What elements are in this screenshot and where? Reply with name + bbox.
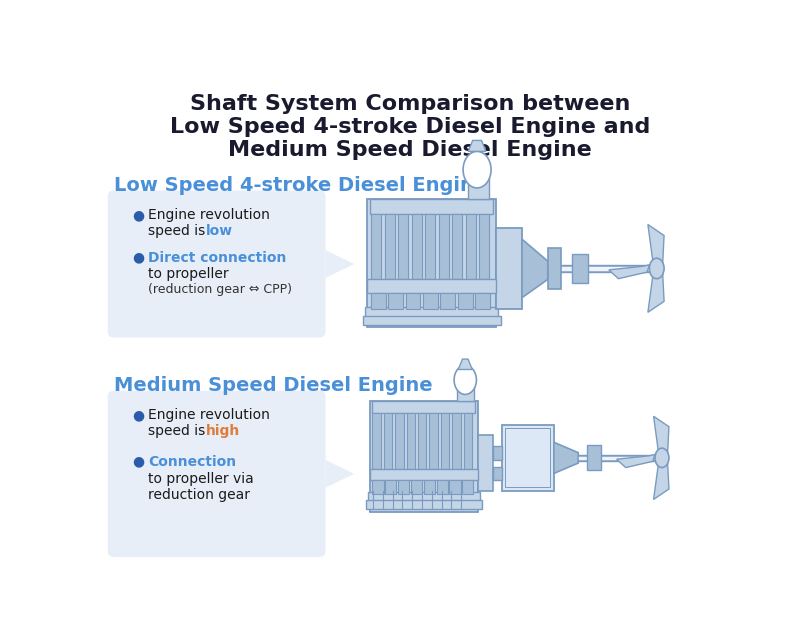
Bar <box>411 480 422 493</box>
Bar <box>479 214 490 279</box>
Bar <box>462 480 474 493</box>
Bar <box>373 413 381 469</box>
Bar <box>373 401 475 413</box>
Text: to propeller via: to propeller via <box>148 471 254 486</box>
Bar <box>368 492 480 502</box>
Bar <box>452 413 461 469</box>
Bar <box>586 446 601 470</box>
Text: speed is: speed is <box>148 223 210 238</box>
Bar <box>367 199 496 327</box>
Bar <box>457 387 474 401</box>
Polygon shape <box>617 455 655 468</box>
Text: (reduction gear ⇔ CPP): (reduction gear ⇔ CPP) <box>148 283 292 296</box>
Ellipse shape <box>655 448 669 468</box>
Polygon shape <box>609 265 650 279</box>
Bar <box>430 413 438 469</box>
Polygon shape <box>554 442 578 473</box>
Bar <box>385 214 395 279</box>
Text: Shaft System Comparison between: Shaft System Comparison between <box>190 94 630 114</box>
Text: Connection: Connection <box>148 455 236 469</box>
Text: ●: ● <box>133 251 145 265</box>
Bar <box>452 214 462 279</box>
Bar <box>496 228 522 308</box>
Bar <box>466 214 476 279</box>
Bar <box>478 435 493 491</box>
Bar <box>370 199 494 214</box>
Bar <box>441 413 450 469</box>
Polygon shape <box>522 239 548 298</box>
Polygon shape <box>326 250 354 278</box>
Bar <box>458 292 473 308</box>
Bar <box>464 413 472 469</box>
Bar <box>493 446 502 460</box>
Bar <box>493 466 502 480</box>
Text: low: low <box>206 223 234 238</box>
Bar <box>411 214 422 279</box>
Bar <box>384 413 392 469</box>
Polygon shape <box>458 359 472 370</box>
Bar <box>367 279 496 292</box>
Bar <box>572 254 588 283</box>
Text: to propeller: to propeller <box>148 267 229 281</box>
Ellipse shape <box>650 258 664 279</box>
Bar <box>548 249 561 289</box>
Bar <box>395 413 404 469</box>
Bar <box>418 413 426 469</box>
FancyBboxPatch shape <box>108 191 326 337</box>
Bar <box>505 428 550 488</box>
Text: speed is: speed is <box>148 424 210 438</box>
Text: Engine revolution: Engine revolution <box>148 208 270 222</box>
Bar <box>561 265 650 272</box>
Bar <box>373 480 384 493</box>
Bar <box>437 480 448 493</box>
Bar <box>468 177 489 199</box>
Bar <box>398 214 408 279</box>
Bar <box>389 292 403 308</box>
Bar <box>363 316 501 325</box>
Polygon shape <box>648 225 664 269</box>
Bar <box>438 214 449 279</box>
Bar <box>561 266 650 270</box>
Bar <box>475 292 490 308</box>
Bar <box>502 425 554 491</box>
Bar <box>423 292 438 308</box>
Text: Medium Speed Diesel Engine: Medium Speed Diesel Engine <box>228 140 592 160</box>
Bar <box>425 214 435 279</box>
Bar <box>406 413 415 469</box>
Bar <box>441 292 455 308</box>
Text: ●: ● <box>133 208 145 222</box>
Bar <box>370 469 478 480</box>
Text: high: high <box>206 424 241 438</box>
Bar <box>366 500 482 509</box>
Bar <box>386 480 397 493</box>
Polygon shape <box>654 416 669 458</box>
Bar <box>424 480 435 493</box>
Bar <box>398 480 410 493</box>
Text: reduction gear: reduction gear <box>148 488 250 502</box>
Text: ●: ● <box>133 408 145 422</box>
Bar <box>578 456 655 460</box>
Bar <box>406 292 421 308</box>
Ellipse shape <box>463 151 491 188</box>
FancyBboxPatch shape <box>108 391 326 557</box>
Polygon shape <box>326 460 354 488</box>
Bar <box>370 401 478 511</box>
Bar <box>365 307 498 319</box>
Bar <box>371 214 382 279</box>
Text: Direct connection: Direct connection <box>148 251 286 265</box>
Text: Medium Speed Diesel Engine: Medium Speed Diesel Engine <box>114 376 433 395</box>
Ellipse shape <box>454 365 477 394</box>
Polygon shape <box>654 458 669 500</box>
Bar <box>578 455 655 461</box>
Polygon shape <box>648 269 664 312</box>
Text: Engine revolution: Engine revolution <box>148 408 270 422</box>
Bar <box>371 292 386 308</box>
Text: Low Speed 4-stroke Diesel Engine: Low Speed 4-stroke Diesel Engine <box>114 176 487 195</box>
Text: ●: ● <box>133 455 145 469</box>
Text: Low Speed 4-stroke Diesel Engine and: Low Speed 4-stroke Diesel Engine and <box>170 117 650 137</box>
Polygon shape <box>468 140 486 151</box>
Bar <box>450 480 461 493</box>
